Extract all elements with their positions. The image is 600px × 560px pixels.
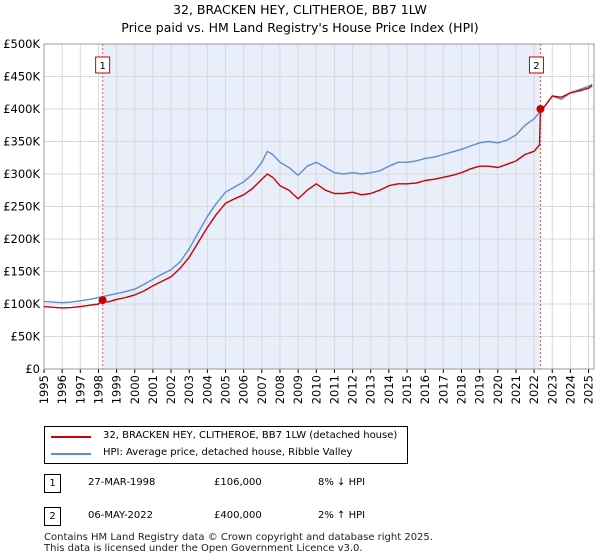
x-tick-label: 2008 <box>273 375 287 404</box>
y-tick-label: £250K <box>3 200 40 214</box>
x-tick-label: 2000 <box>128 375 142 404</box>
x-tick-label: 2001 <box>146 375 160 404</box>
x-tick-label: 2009 <box>291 375 305 404</box>
annotation-box-frame <box>95 56 111 74</box>
y-tick-label: £0 <box>25 362 40 376</box>
legend-label-hpi: HPI: Average price, detached house, Ribb… <box>103 447 353 458</box>
series-line-property <box>43 85 593 309</box>
x-tick-label: 1997 <box>73 375 87 404</box>
y-tick-label: £200K <box>3 232 40 246</box>
x-tick-label: 2007 <box>255 375 269 404</box>
transaction-row-2: 2 06-MAY-2022 £400,000 2% ↑ HPI <box>0 507 600 527</box>
chart-legend: 32, BRACKEN HEY, CLITHEROE, BB7 1LW (det… <box>44 426 408 464</box>
x-tick-label: 2022 <box>527 375 541 404</box>
chart-title: 32, BRACKEN HEY, CLITHEROE, BB7 1LW <box>173 2 427 17</box>
legend-label-property: 32, BRACKEN HEY, CLITHEROE, BB7 1LW (det… <box>103 430 398 441</box>
x-tick-label: 2019 <box>473 375 487 404</box>
series-line-hpi <box>43 83 593 304</box>
x-tick-label: 2002 <box>164 375 178 404</box>
legend-swatch-property <box>51 436 91 438</box>
x-tick-label: 2018 <box>454 375 468 404</box>
x-tick-label: 2003 <box>182 375 196 404</box>
x-tick-label: 2006 <box>237 375 251 404</box>
x-tick-label: 2005 <box>219 375 233 404</box>
transaction-date: 27-MAR-1998 <box>88 477 156 488</box>
transaction-price: £400,000 <box>214 510 262 521</box>
price-chart: £0 £50K £100K £150K £200K £250K £300K £350K £400… <box>3 37 596 404</box>
sale-point <box>98 296 107 305</box>
x-tick-label: 1999 <box>110 375 124 404</box>
annotation-box-2: 2 <box>528 56 544 74</box>
y-tick-label: £450K <box>3 70 40 84</box>
transaction-row-1: 1 27-MAR-1998 £106,000 8% ↓ HPI <box>0 474 600 494</box>
transaction-hpi-change: 8% ↓ HPI <box>318 477 366 488</box>
transaction-hpi-change: 2% ↑ HPI <box>318 510 366 521</box>
transaction-date: 06-MAY-2022 <box>88 510 154 521</box>
x-tick-label: 2020 <box>491 375 505 404</box>
x-tick-label: 2025 <box>582 375 596 404</box>
y-tick-label: £500K <box>3 37 40 51</box>
legend-swatch-hpi <box>51 453 91 455</box>
y-tick-label: £50K <box>11 330 41 344</box>
legend-item-property: 32, BRACKEN HEY, CLITHEROE, BB7 1LW (det… <box>45 428 407 445</box>
x-tick-label: 2024 <box>563 375 577 404</box>
y-tick-label: £100K <box>3 297 40 311</box>
x-tick-label: 2012 <box>346 375 360 404</box>
x-tick-label: 2011 <box>327 375 341 404</box>
transaction-price: £106,000 <box>214 477 262 488</box>
y-tick-label: £150K <box>3 265 40 279</box>
y-tick-label: £400K <box>3 102 40 116</box>
chart-subtitle: Price paid vs. HM Land Registry's House … <box>121 20 479 35</box>
annotation-label: 1 <box>99 61 105 72</box>
legend-item-hpi: HPI: Average price, detached house, Ribb… <box>45 445 407 462</box>
annotation-label: 2 <box>533 61 539 72</box>
plot-frame <box>43 43 595 370</box>
x-tick-label: 2004 <box>200 375 214 404</box>
x-tick-label: 2016 <box>418 375 432 404</box>
x-tick-label: 1998 <box>91 375 105 404</box>
x-tick-label: 2014 <box>382 375 396 404</box>
x-tick-label: 2023 <box>545 375 559 404</box>
x-tick-label: 1995 <box>37 375 51 404</box>
x-tick-label: 2017 <box>436 375 450 404</box>
annotation-box-1: 1 <box>95 56 111 74</box>
x-tick-label: 2010 <box>309 375 323 404</box>
x-tick-label: 2015 <box>400 375 414 404</box>
footer-copyright: Contains HM Land Registry data © Crown c… <box>44 532 433 543</box>
x-tick-label: 2013 <box>364 375 378 404</box>
y-tick-label: £300K <box>3 167 40 181</box>
footer-licence: This data is licensed under the Open Gov… <box>44 543 363 554</box>
sale-point <box>536 105 545 113</box>
x-tick-label: 1996 <box>55 375 69 404</box>
annotation-box-frame <box>528 56 544 74</box>
x-tick-label: 2021 <box>509 375 523 404</box>
transaction-number-badge: 1 <box>44 474 61 493</box>
transaction-number-badge: 2 <box>44 507 61 526</box>
y-tick-label: £350K <box>3 135 40 149</box>
